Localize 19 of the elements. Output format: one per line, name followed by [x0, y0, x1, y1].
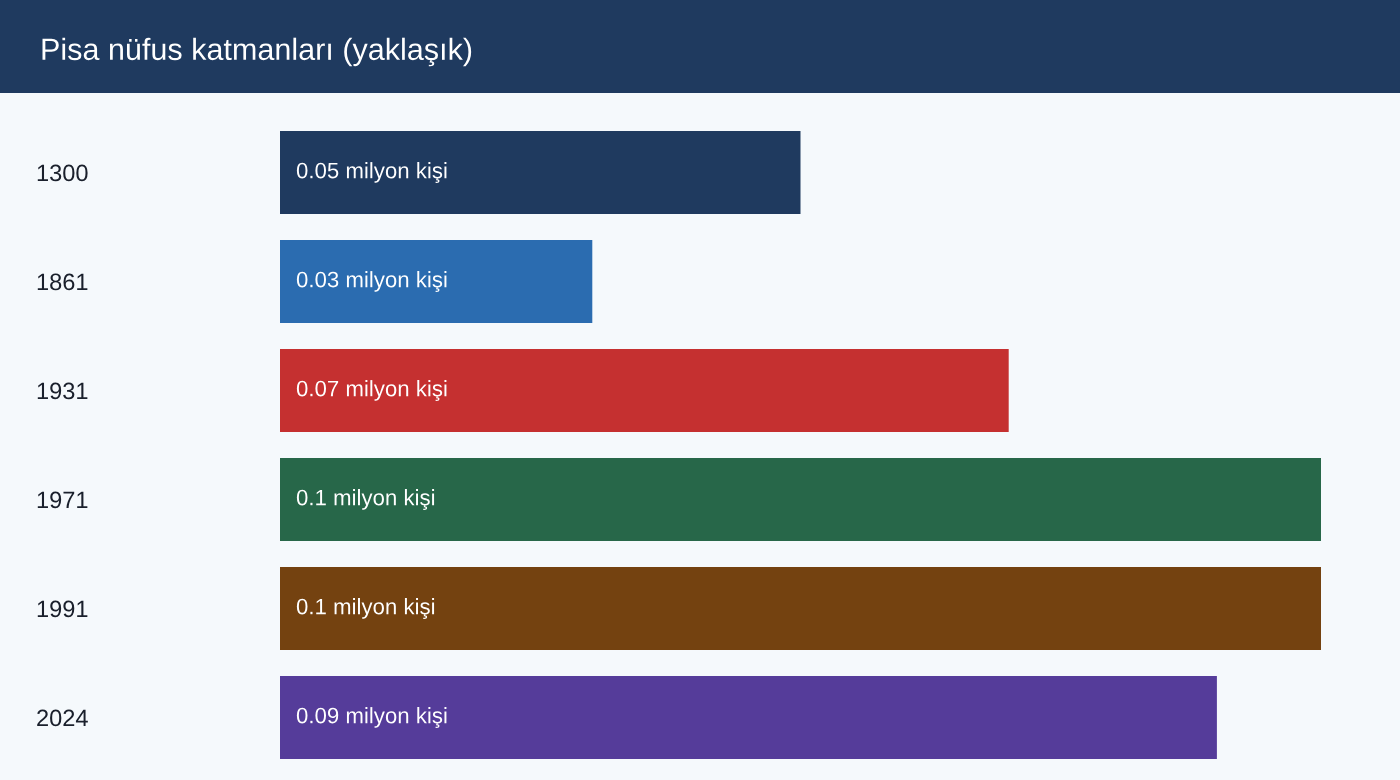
data-label: 0.07 milyon kişi: [296, 380, 447, 401]
bar: [280, 240, 593, 323]
data-label: 0.1 milyon kişi: [296, 598, 435, 619]
bar: [280, 458, 1321, 541]
data-label: 0.1 milyon kişi: [296, 489, 435, 510]
y-tick-label: 1300: [37, 164, 88, 182]
data-label: 0.09 milyon kişi: [296, 707, 447, 728]
data-label: 0.05 milyon kişi: [296, 162, 447, 183]
y-tick-label: 1861: [37, 273, 88, 291]
y-tick-label: 2024: [37, 709, 88, 727]
y-tick-label: 1971: [37, 491, 88, 509]
data-label: 0.03 milyon kişi: [296, 271, 447, 292]
bar: [280, 131, 801, 214]
bar: [280, 567, 1321, 650]
y-tick-label: 1931: [37, 382, 88, 400]
bar: [280, 676, 1217, 759]
y-tick-label: 1991: [37, 600, 88, 618]
bar: [280, 349, 1009, 432]
chart-title: Pisa nüfus katmanları (yaklaşık): [42, 37, 472, 67]
